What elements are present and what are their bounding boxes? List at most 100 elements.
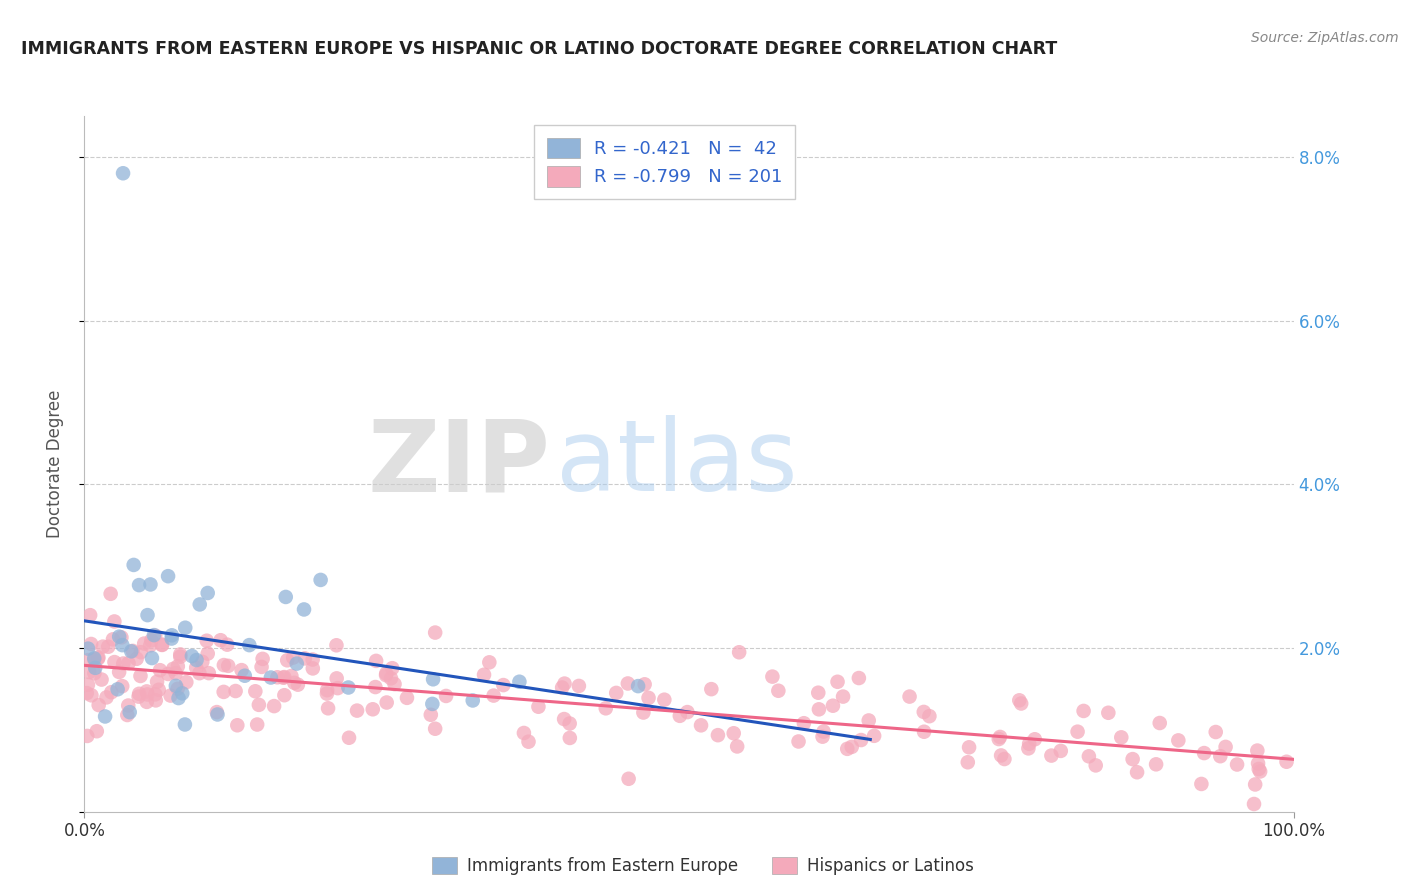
Point — [841, 739, 863, 754]
Point — [1024, 732, 1046, 747]
Point — [103, 615, 125, 629]
Point — [553, 712, 575, 726]
Point — [188, 666, 211, 681]
Point — [283, 650, 305, 665]
Point — [461, 693, 484, 707]
Point — [434, 689, 457, 703]
Point — [337, 681, 360, 695]
Point — [145, 693, 167, 707]
Point — [128, 690, 150, 704]
Point — [1066, 724, 1088, 739]
Point — [276, 653, 298, 667]
Point — [273, 671, 295, 685]
Point — [294, 651, 316, 665]
Point — [1209, 749, 1232, 764]
Point — [811, 730, 834, 744]
Point — [568, 679, 591, 693]
Point — [912, 724, 935, 739]
Point — [423, 722, 446, 736]
Point — [993, 752, 1015, 766]
Point — [97, 640, 120, 654]
Point — [1205, 725, 1227, 739]
Point — [849, 733, 872, 747]
Point — [419, 707, 441, 722]
Point — [723, 726, 745, 740]
Point — [162, 662, 184, 676]
Point — [129, 645, 152, 659]
Point — [1246, 743, 1268, 757]
Point — [87, 651, 110, 665]
Point — [122, 558, 145, 572]
Point — [110, 631, 132, 645]
Text: ZIP: ZIP — [367, 416, 550, 512]
Point — [169, 648, 191, 662]
Point — [617, 676, 640, 690]
Point — [1244, 777, 1267, 791]
Point — [676, 705, 699, 719]
Point — [141, 633, 163, 648]
Point — [1243, 797, 1265, 811]
Point — [728, 645, 751, 659]
Text: Source: ZipAtlas.com: Source: ZipAtlas.com — [1251, 31, 1399, 45]
Point — [139, 639, 162, 653]
Point — [1073, 704, 1095, 718]
Point — [837, 742, 859, 756]
Point — [107, 682, 129, 697]
Point — [482, 689, 505, 703]
Point — [1077, 749, 1099, 764]
Point — [513, 726, 536, 740]
Point — [209, 633, 232, 648]
Point — [273, 688, 295, 702]
Point — [366, 654, 388, 668]
Point — [245, 684, 267, 698]
Point — [527, 699, 550, 714]
Point — [87, 650, 110, 665]
Point — [205, 705, 228, 719]
Point — [180, 648, 202, 663]
Point — [90, 673, 112, 687]
Point — [375, 696, 398, 710]
Point — [83, 666, 105, 681]
Point — [1122, 752, 1144, 766]
Point — [1275, 755, 1298, 769]
Point — [212, 685, 235, 699]
Point — [858, 714, 880, 728]
Point — [150, 638, 173, 652]
Point — [142, 628, 165, 642]
Point — [1247, 762, 1270, 776]
Point — [990, 748, 1012, 763]
Point — [143, 687, 166, 701]
Point — [956, 756, 979, 770]
Point — [1189, 777, 1212, 791]
Point — [238, 638, 260, 652]
Point — [76, 729, 98, 743]
Point — [957, 740, 980, 755]
Point — [135, 684, 157, 698]
Point — [654, 692, 676, 706]
Point — [226, 718, 249, 732]
Point — [76, 686, 98, 700]
Point — [863, 729, 886, 743]
Text: atlas: atlas — [555, 416, 797, 512]
Point — [117, 708, 139, 723]
Point — [167, 691, 190, 706]
Point — [1247, 756, 1270, 771]
Point — [1097, 706, 1119, 720]
Point — [86, 724, 108, 739]
Point — [1126, 765, 1149, 780]
Point — [472, 667, 495, 681]
Point — [77, 665, 100, 679]
Point — [768, 683, 790, 698]
Point — [166, 681, 188, 696]
Point — [263, 699, 285, 714]
Point — [325, 638, 347, 652]
Point — [787, 734, 810, 748]
Point — [517, 734, 540, 748]
Point — [384, 677, 406, 691]
Point — [252, 652, 274, 666]
Point — [1149, 716, 1171, 731]
Point — [361, 702, 384, 716]
Point — [605, 686, 627, 700]
Point — [1144, 757, 1167, 772]
Point — [637, 690, 659, 705]
